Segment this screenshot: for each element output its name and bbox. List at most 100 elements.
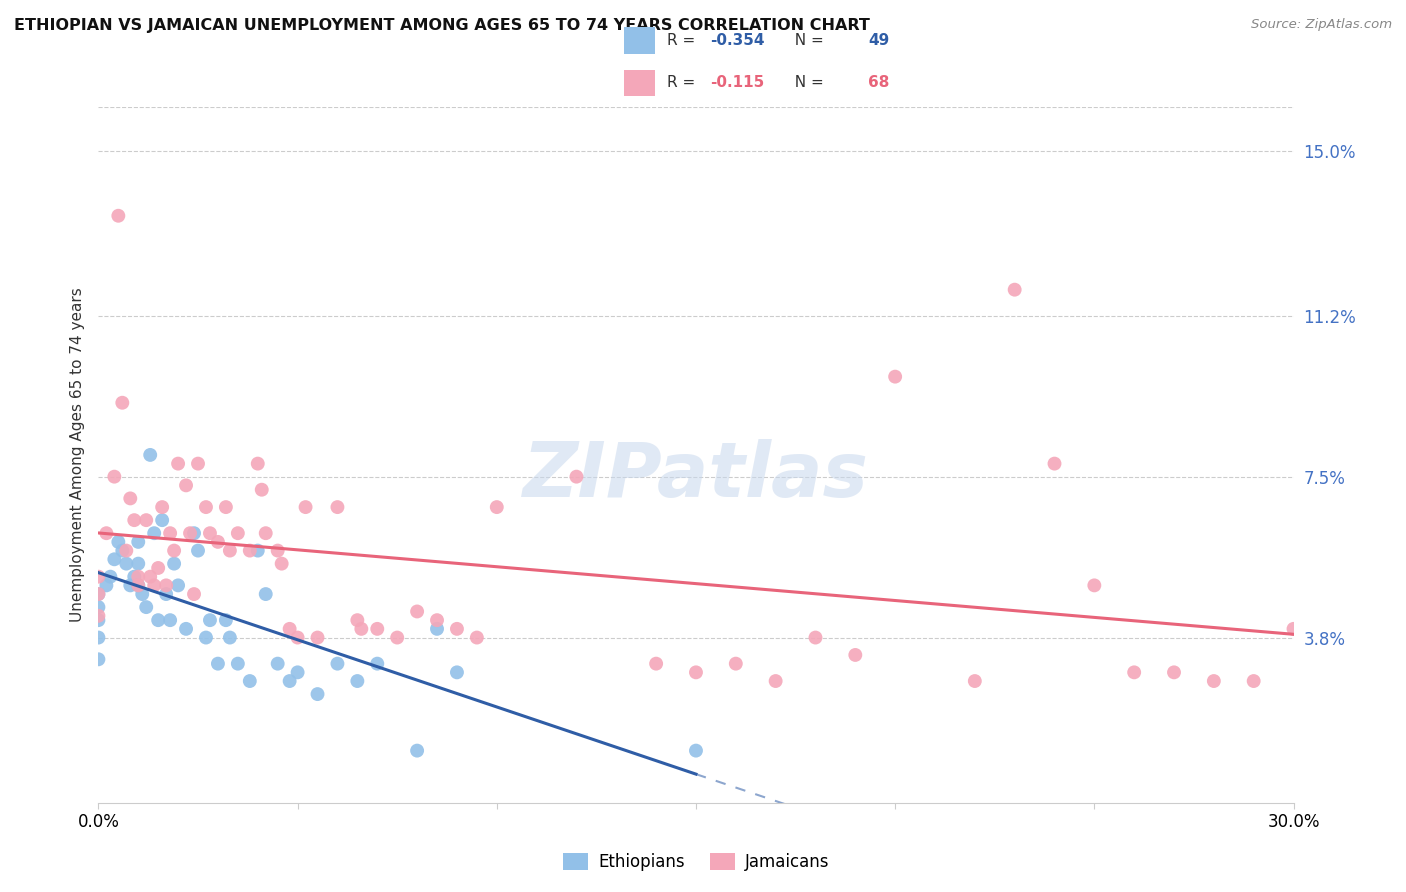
Text: R =: R = [668, 76, 706, 90]
Point [111, 395, 134, 409]
Legend: Ethiopians, Jamaicans: Ethiopians, Jamaicans [557, 847, 835, 878]
Point [167, 578, 190, 592]
Point [287, 631, 309, 645]
Text: ETHIOPIAN VS JAMAICAN UNEMPLOYMENT AMONG AGES 65 TO 74 YEARS CORRELATION CHART: ETHIOPIAN VS JAMAICAN UNEMPLOYMENT AMONG… [14, 18, 870, 33]
Point [385, 631, 409, 645]
Text: 68: 68 [869, 76, 890, 90]
Point [163, 557, 186, 571]
Point [254, 526, 277, 541]
Point [139, 448, 162, 462]
Point [87, 600, 110, 615]
Point [87, 587, 110, 601]
Point [120, 491, 142, 506]
Point [87, 652, 110, 666]
Point [239, 674, 262, 689]
Point [215, 613, 238, 627]
Point [87, 570, 110, 584]
Point [143, 578, 166, 592]
Point [219, 543, 242, 558]
Point [135, 600, 157, 615]
Point [446, 665, 468, 680]
Point [96, 526, 118, 541]
Text: N =: N = [785, 76, 828, 90]
Point [219, 631, 242, 645]
Point [278, 622, 301, 636]
Point [1202, 674, 1225, 689]
Point [187, 543, 209, 558]
Point [685, 665, 707, 680]
Point [198, 526, 221, 541]
Point [1004, 283, 1026, 297]
Point [159, 613, 181, 627]
Point [250, 483, 273, 497]
Point [294, 500, 316, 514]
Text: -0.354: -0.354 [710, 33, 765, 47]
Point [326, 500, 349, 514]
Point [307, 687, 329, 701]
Text: 49: 49 [869, 33, 890, 47]
Point [1083, 578, 1105, 592]
Point [195, 631, 218, 645]
Bar [624, 70, 655, 96]
Text: R =: R = [668, 33, 700, 47]
Point [446, 622, 468, 636]
Point [111, 543, 134, 558]
Point [1282, 622, 1305, 636]
Point [226, 657, 249, 671]
Point [183, 587, 205, 601]
Point [765, 674, 787, 689]
Point [724, 657, 747, 671]
Point [278, 674, 301, 689]
Point [115, 557, 138, 571]
Point [107, 534, 129, 549]
Point [1043, 457, 1066, 471]
Point [426, 613, 449, 627]
Point [254, 587, 277, 601]
Point [96, 578, 118, 592]
Point [107, 209, 129, 223]
Bar [624, 27, 655, 54]
Point [326, 657, 349, 671]
Point [465, 631, 488, 645]
Point [963, 674, 986, 689]
Point [207, 657, 229, 671]
Point [267, 657, 290, 671]
Y-axis label: Unemployment Among Ages 65 to 74 years: Unemployment Among Ages 65 to 74 years [69, 287, 84, 623]
Point [645, 657, 668, 671]
Point [346, 674, 368, 689]
Point [159, 526, 181, 541]
Point [267, 543, 290, 558]
Point [155, 587, 177, 601]
Point [366, 622, 388, 636]
Point [685, 744, 707, 758]
Point [844, 648, 866, 662]
Point [406, 605, 429, 619]
Point [187, 457, 209, 471]
Text: N =: N = [785, 33, 828, 47]
Point [127, 578, 149, 592]
Point [150, 500, 173, 514]
Point [1163, 665, 1185, 680]
Point [167, 457, 190, 471]
Point [485, 500, 508, 514]
Point [174, 478, 197, 492]
Point [163, 543, 186, 558]
Text: ZIPatlas: ZIPatlas [523, 439, 869, 513]
Point [120, 578, 142, 592]
Point [1123, 665, 1146, 680]
Point [131, 587, 153, 601]
Point [127, 557, 149, 571]
Point [215, 500, 238, 514]
Point [246, 543, 269, 558]
Point [103, 552, 125, 566]
Point [127, 578, 149, 592]
Point [239, 543, 262, 558]
Point [307, 631, 329, 645]
Point [124, 570, 146, 584]
Point [87, 587, 110, 601]
Point [148, 613, 170, 627]
Point [565, 469, 588, 483]
Text: -0.115: -0.115 [710, 76, 765, 90]
Point [287, 665, 309, 680]
Point [246, 457, 269, 471]
